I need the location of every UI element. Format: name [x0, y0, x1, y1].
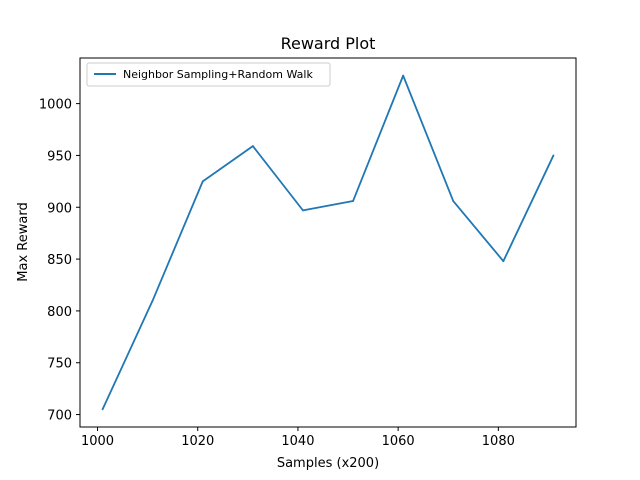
- chart-title: Reward Plot: [281, 34, 376, 53]
- legend: Neighbor Sampling+Random Walk: [86, 62, 331, 87]
- x-tick-label: 1060: [382, 434, 415, 449]
- y-tick-label: 1000: [39, 98, 72, 113]
- data-point: [201, 180, 204, 183]
- series-line-0: [101, 74, 555, 410]
- x-axis: 1000 1020 1040 1060 1080: [81, 427, 515, 449]
- data-point: [402, 74, 405, 77]
- data-point: [552, 154, 555, 157]
- x-tick-label: 1020: [181, 434, 214, 449]
- data-point: [502, 260, 505, 263]
- data-point: [452, 200, 455, 202]
- x-tick-label: 1080: [482, 434, 515, 449]
- y-tick-label: 850: [47, 253, 72, 268]
- x-tick-label: 1000: [81, 434, 114, 449]
- y-tick-label: 750: [47, 357, 72, 372]
- y-tick-label: 950: [47, 149, 72, 164]
- data-point: [151, 299, 154, 302]
- data-point: [302, 209, 304, 212]
- y-axis: 700 750 800 850 900 950 1000: [39, 98, 80, 424]
- data-point: [251, 145, 254, 148]
- x-tick-label: 1040: [281, 434, 314, 449]
- y-tick-label: 900: [47, 201, 72, 216]
- series-layer: [101, 74, 555, 411]
- y-tick-label: 800: [47, 305, 72, 320]
- y-tick-label: 700: [47, 409, 72, 424]
- legend-entry-label: Neighbor Sampling+Random Walk: [123, 68, 313, 81]
- plot-area: [80, 58, 576, 427]
- y-axis-label: Max Reward: [16, 202, 31, 281]
- data-point: [101, 408, 104, 411]
- legend-box: [86, 62, 331, 87]
- plot-frame: [79, 57, 577, 428]
- x-axis-label: Samples (x200): [277, 456, 379, 471]
- data-point: [352, 200, 354, 202]
